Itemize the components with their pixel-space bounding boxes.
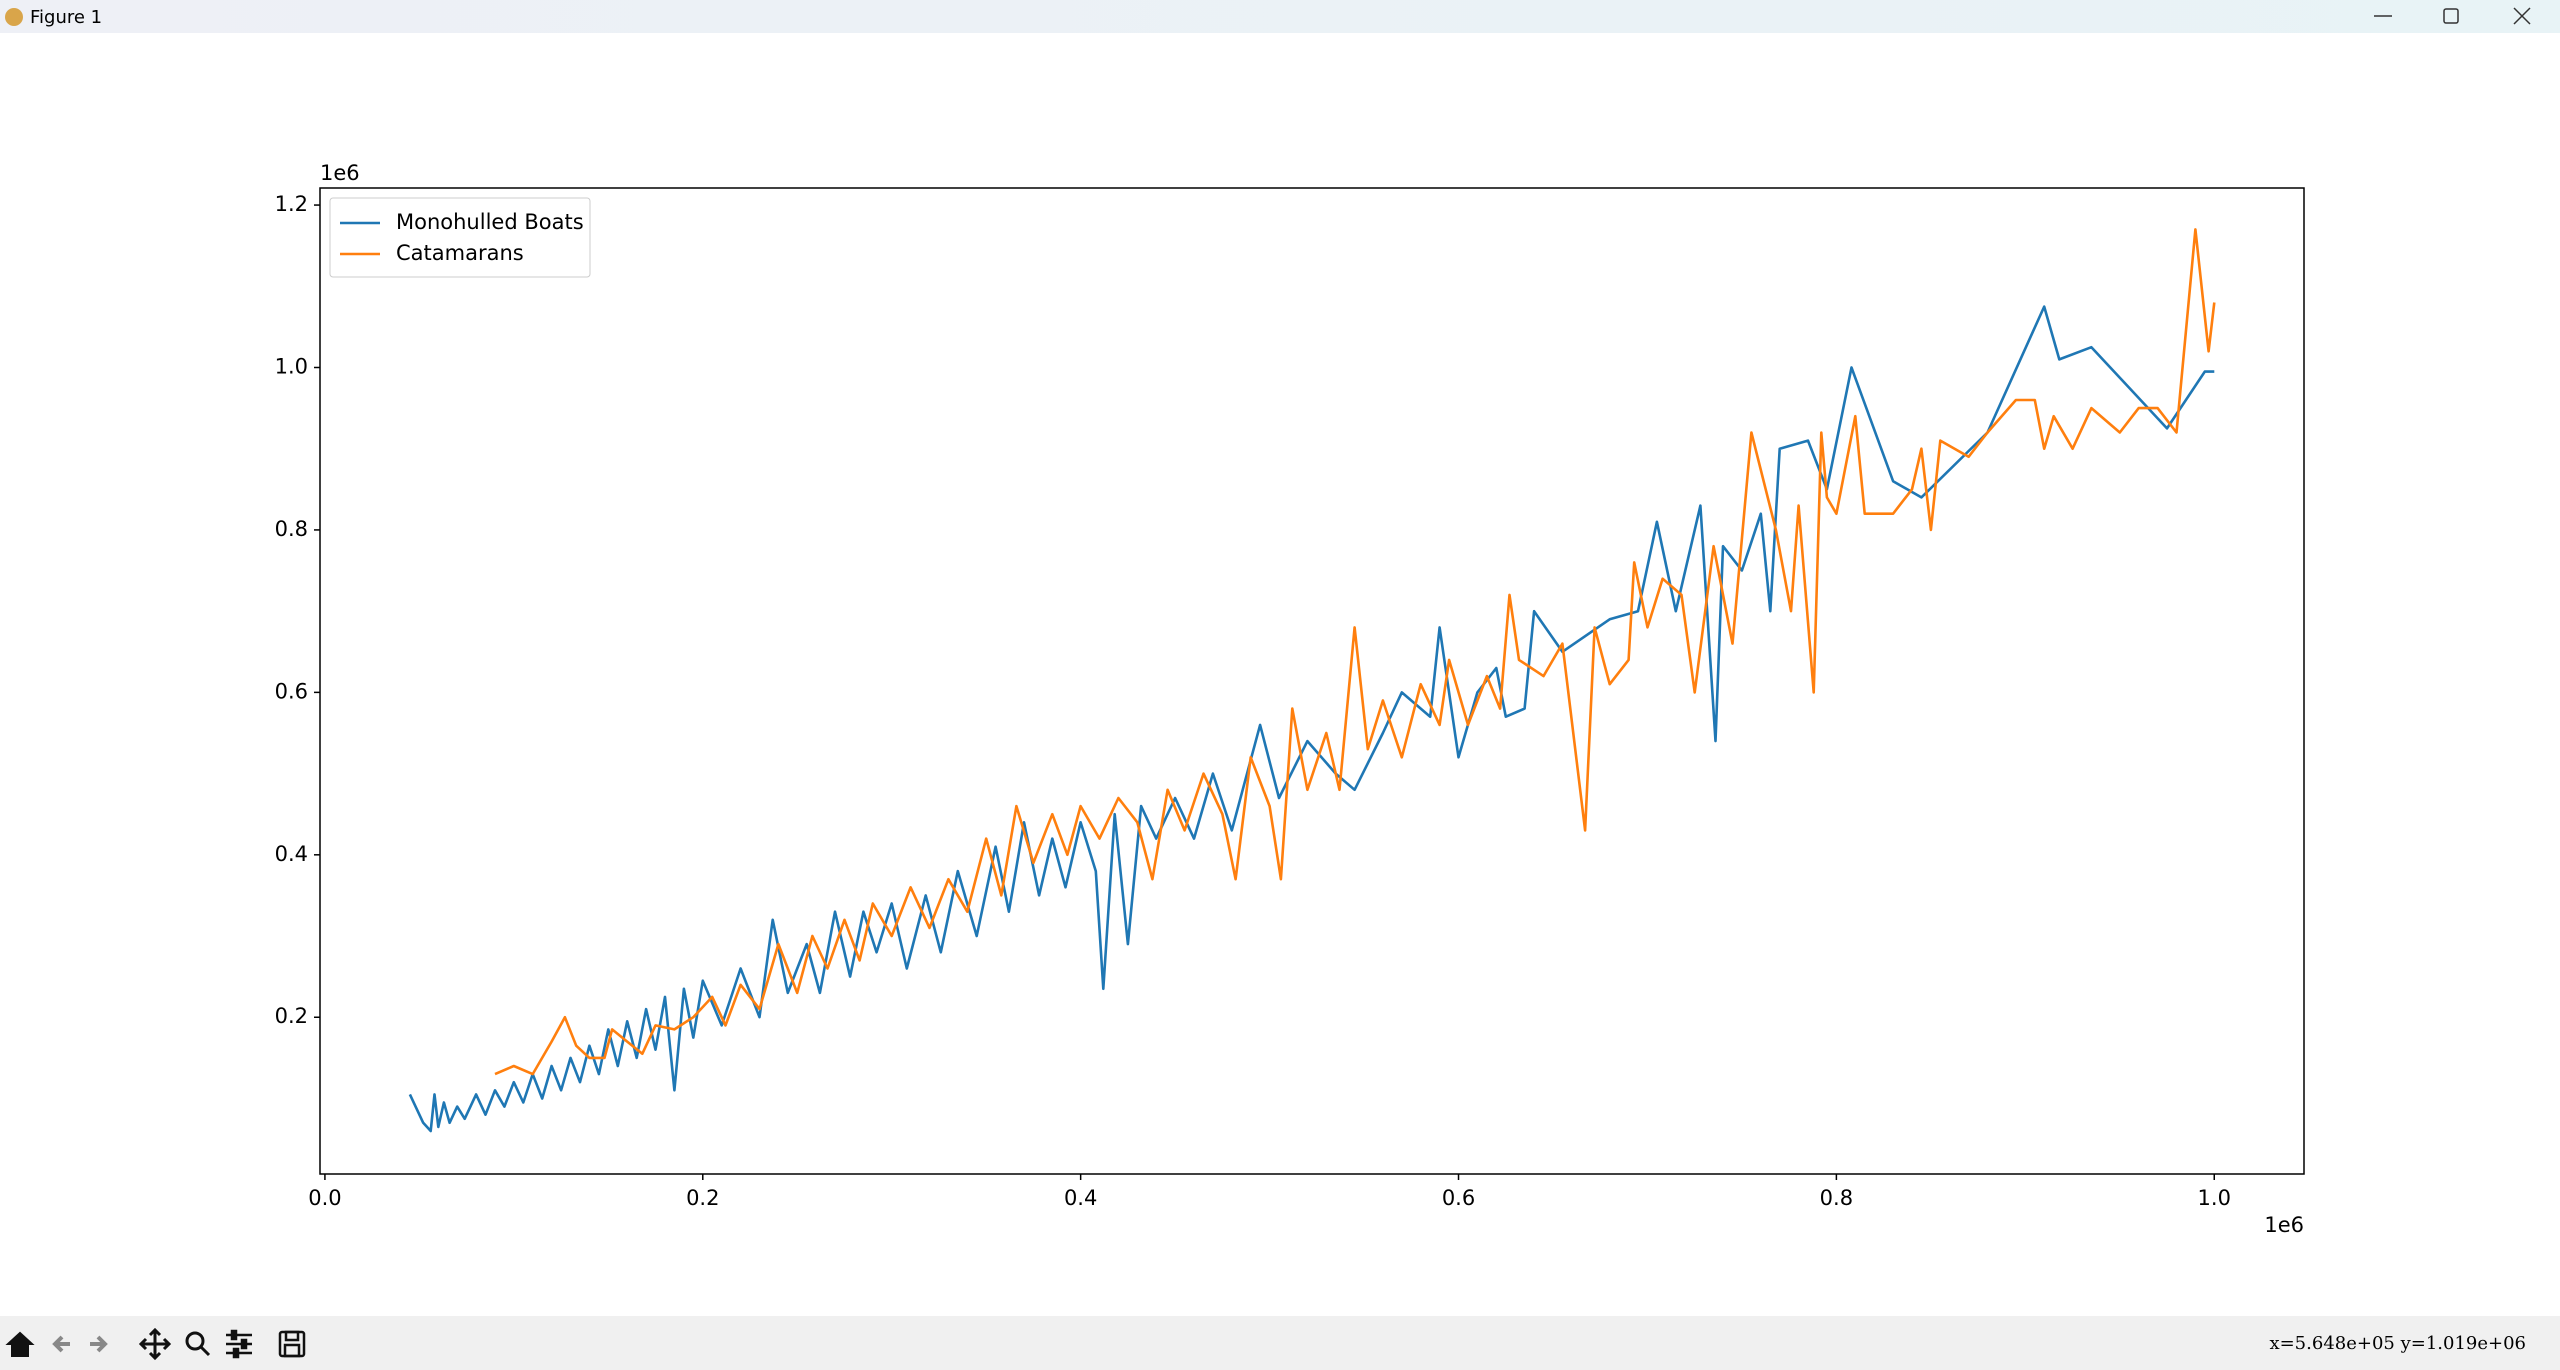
- legend-label: Catamarans: [396, 241, 524, 265]
- y-tick-label: 0.6: [275, 679, 308, 703]
- x-tick-label: 1.0: [2198, 1186, 2231, 1210]
- y-offset-label: 1e6: [320, 161, 360, 185]
- configure-button[interactable]: [226, 1329, 252, 1359]
- home-button[interactable]: [5, 1331, 35, 1357]
- close-button[interactable]: [2513, 7, 2531, 25]
- data-line: [494, 228, 2216, 1076]
- y-tick-label: 1.0: [275, 354, 308, 378]
- y-tick-label: 0.4: [275, 842, 308, 866]
- y-tick-label: 1.2: [275, 192, 308, 216]
- maximize-button[interactable]: [2443, 8, 2459, 24]
- zoom-button[interactable]: [185, 1331, 211, 1357]
- toolbar: [0, 1316, 2560, 1370]
- legend: Monohulled Boats Catamarans: [329, 197, 591, 278]
- save-button[interactable]: [278, 1330, 306, 1358]
- forward-button[interactable]: [90, 1335, 108, 1353]
- status-text: x=5.648e+05 y=1.019e+06: [2269, 1333, 2526, 1354]
- window-title: Figure 1: [30, 7, 102, 28]
- x-tick-label: 0.4: [1064, 1186, 1097, 1210]
- x-tick-label: 0.2: [686, 1186, 719, 1210]
- x-tick-label: 0.8: [1820, 1186, 1853, 1210]
- chart: 0.0 0.2 0.4 0.6 0.8 1.0 0.2 0.4 0.6 0.8 1.0 1.2 1e6 1…: [275, 161, 2305, 1237]
- x-offset-label: 1e6: [2264, 1213, 2304, 1237]
- title-bar: [0, 0, 2560, 33]
- x-tick-label: 0.0: [308, 1186, 341, 1210]
- legend-box: [329, 197, 591, 278]
- legend-label: Monohulled Boats: [396, 210, 584, 234]
- pan-button[interactable]: [138, 1327, 172, 1361]
- data-line: [408, 305, 2215, 1133]
- plot-frame: [319, 187, 2305, 1175]
- x-tick-label: 0.6: [1442, 1186, 1475, 1210]
- y-tick-label: 0.8: [275, 517, 308, 541]
- y-tick-label: 0.2: [275, 1004, 308, 1028]
- back-button[interactable]: [52, 1335, 70, 1353]
- app-icon: [5, 8, 23, 26]
